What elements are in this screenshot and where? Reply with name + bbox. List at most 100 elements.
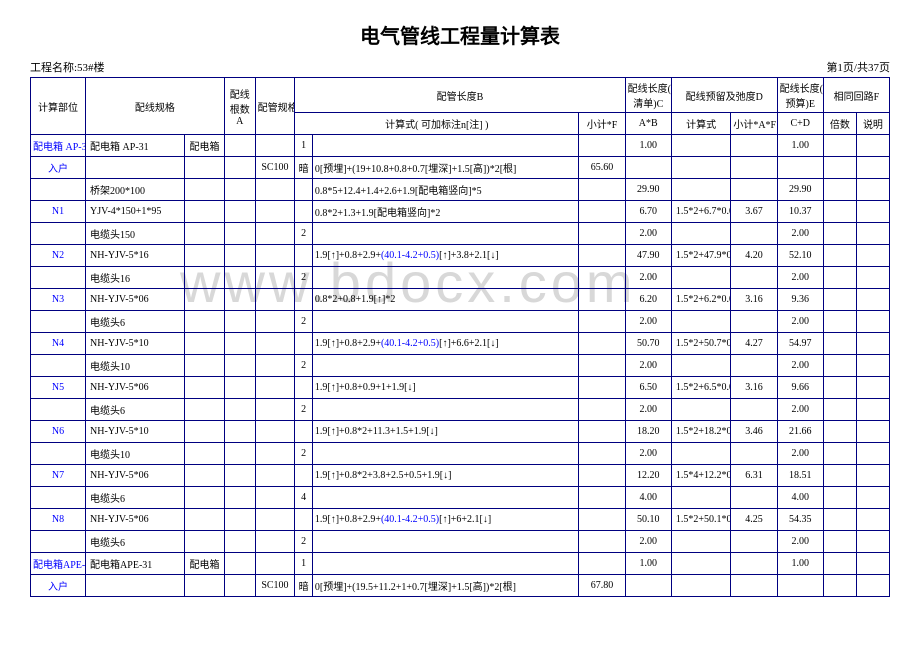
- cell: 1.5*2+18.2*0.025: [671, 421, 730, 443]
- cell: 配电箱: [185, 553, 225, 575]
- cell: 1.5*2+50.7*0.025: [671, 333, 730, 355]
- cell: 4.25: [731, 509, 777, 531]
- cell: N8: [31, 509, 86, 531]
- cell: [224, 355, 255, 377]
- cell: [224, 311, 255, 333]
- table-row: N2NH-YJV-5*161.9[↑]+0.8+2.9+(40.1-4.2+0.…: [31, 245, 890, 267]
- cell: [823, 465, 856, 487]
- cell: N4: [31, 333, 86, 355]
- th-d-formula: 计算式: [671, 113, 730, 135]
- cell: [777, 157, 823, 179]
- cell: [295, 201, 313, 223]
- cell: [856, 157, 889, 179]
- cell: [856, 443, 889, 465]
- cell: 0[预埋]+(19.5+11.2+1+0.7[埋深]+1.5[高])*2[根]: [312, 575, 578, 597]
- cell: 2.00: [625, 531, 671, 553]
- cell: [224, 399, 255, 421]
- cell: SC100: [255, 157, 295, 179]
- cell: 1.9[↑]+0.8+0.9+1+1.9[↓]: [312, 377, 578, 399]
- cell: [731, 531, 777, 553]
- cell: [312, 311, 578, 333]
- cell: 1.5*2+6.2*0.025: [671, 289, 730, 311]
- cell: [856, 311, 889, 333]
- cell: 18.51: [777, 465, 823, 487]
- cell: 桥架200*100: [86, 179, 185, 201]
- cell: 配电箱APE-31: [86, 553, 185, 575]
- cell: [224, 509, 255, 531]
- cell: [224, 553, 255, 575]
- cell: 电缆头150: [86, 223, 185, 245]
- cell: [185, 157, 225, 179]
- cell: 4.00: [777, 487, 823, 509]
- th-wire-count: 配线根数A: [224, 78, 255, 135]
- cell: [579, 333, 625, 355]
- cell: 电缆头10: [86, 355, 185, 377]
- cell: [185, 509, 225, 531]
- cell: 电缆头10: [86, 443, 185, 465]
- cell: 12.20: [625, 465, 671, 487]
- cell: NH-YJV-5*16: [86, 245, 185, 267]
- cell: 2.00: [625, 223, 671, 245]
- cell: [31, 311, 86, 333]
- th-formula: 计算式( 可加标注n[注] ): [295, 113, 579, 135]
- cell: [255, 531, 295, 553]
- cell: [823, 509, 856, 531]
- cell: 2.00: [625, 267, 671, 289]
- cell: 配电箱 AP-31: [86, 135, 185, 157]
- cell: [255, 245, 295, 267]
- cell: [731, 135, 777, 157]
- cell: [224, 267, 255, 289]
- cell: SC100: [255, 575, 295, 597]
- cell: 2: [295, 443, 313, 465]
- cell: [579, 553, 625, 575]
- cell: [295, 421, 313, 443]
- cell: [185, 223, 225, 245]
- cell: [856, 223, 889, 245]
- cell: [295, 465, 313, 487]
- cell: 1.00: [625, 135, 671, 157]
- table-row: N8NH-YJV-5*061.9[↑]+0.8+2.9+(40.1-4.2+0.…: [31, 509, 890, 531]
- cell: 1.5*2+50.1*0.025: [671, 509, 730, 531]
- table-row: 电缆头644.004.00: [31, 487, 890, 509]
- cell: [224, 135, 255, 157]
- cell: [185, 355, 225, 377]
- table-row: N4NH-YJV-5*101.9[↑]+0.8+2.9+(40.1-4.2+0.…: [31, 333, 890, 355]
- table-header: 计算部位 配线规格 配线根数A 配管规格 配管长度B 配线长度(清单)C 配线预…: [31, 78, 890, 135]
- cell: [224, 421, 255, 443]
- cell: 1.00: [777, 553, 823, 575]
- table-row: 电缆头1022.002.00: [31, 355, 890, 377]
- cell: [671, 531, 730, 553]
- cell: [31, 443, 86, 465]
- cell: [856, 509, 889, 531]
- cell: [856, 201, 889, 223]
- cell: 1.5*2+6.7*0.025: [671, 201, 730, 223]
- cell: [671, 443, 730, 465]
- cell: [224, 487, 255, 509]
- cell: [823, 575, 856, 597]
- cell: 2.00: [777, 443, 823, 465]
- cell: [312, 487, 578, 509]
- cell: [224, 443, 255, 465]
- cell: NH-YJV-5*10: [86, 421, 185, 443]
- cell: [856, 553, 889, 575]
- cell: 入户: [31, 575, 86, 597]
- cell: [579, 135, 625, 157]
- cell: [185, 333, 225, 355]
- cell: NH-YJV-5*06: [86, 289, 185, 311]
- cell: [823, 333, 856, 355]
- cell: [671, 267, 730, 289]
- cell: 2.00: [625, 311, 671, 333]
- cell: 2.00: [777, 531, 823, 553]
- cell: [731, 487, 777, 509]
- cell: NH-YJV-5*06: [86, 465, 185, 487]
- cell: 6.20: [625, 289, 671, 311]
- cell: [579, 179, 625, 201]
- cell: [312, 223, 578, 245]
- table-row: 入户SC100暗0[预埋]+(19+10.8+0.8+0.7[埋深]+1.5[高…: [31, 157, 890, 179]
- cell: [255, 377, 295, 399]
- cell: 0.8*2+0.8+1.9[↑]*2: [312, 289, 578, 311]
- cell: [295, 509, 313, 531]
- cell: 50.70: [625, 333, 671, 355]
- cell: 2: [295, 355, 313, 377]
- th-wire-len-c: 配线长度(清单)C: [625, 78, 671, 113]
